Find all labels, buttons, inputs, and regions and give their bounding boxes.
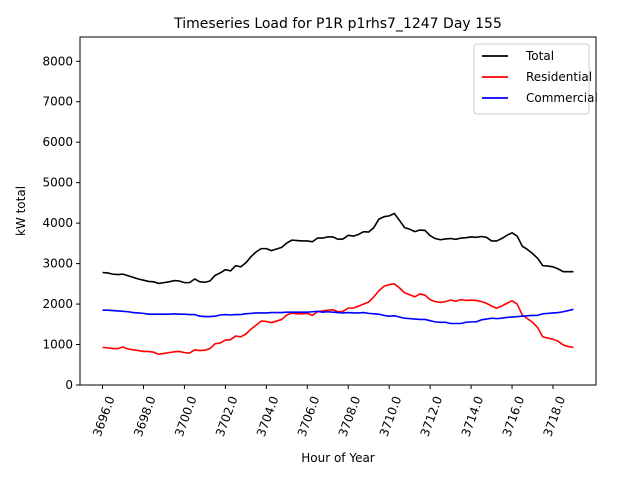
x-tick-label: 3698.0 [131, 394, 159, 438]
legend: Total Residential Commercial [473, 43, 598, 115]
x-tick-label: 3708.0 [336, 394, 364, 438]
legend-label-commercial: Commercial [526, 91, 598, 105]
x-tick-label: 3710.0 [377, 394, 405, 438]
y-tick-label: 3000 [42, 257, 73, 271]
y-tick-label: 7000 [42, 95, 73, 109]
x-axis-label: Hour of Year [301, 451, 375, 465]
x-tick-label: 3704.0 [254, 394, 282, 438]
x-tick-label: 3702.0 [213, 394, 241, 438]
y-tick-label: 1000 [42, 338, 73, 352]
series-line-residential [102, 283, 574, 356]
y-tick-label: 0 [65, 378, 73, 392]
x-axis: 3696.0 3698.0 3700.0 3702.0 3704.0 3706.0 3708… [90, 385, 568, 439]
y-axis-label: kW total [14, 186, 28, 236]
series-layer [102, 212, 574, 356]
x-tick-label: 3712.0 [418, 394, 446, 438]
x-tick-label: 3696.0 [90, 394, 118, 438]
plot-frame [79, 36, 597, 386]
y-tick-label: 4000 [42, 216, 73, 230]
series-line-commercial [102, 308, 574, 325]
x-tick-label: 3706.0 [295, 394, 323, 438]
legend-label-residential: Residential [526, 70, 592, 84]
y-tick-label: 2000 [42, 297, 73, 311]
chart-title: Timeseries Load for P1R p1rhs7_1247 Day … [173, 16, 502, 32]
x-tick-label: 3700.0 [172, 394, 200, 438]
y-tick-label: 8000 [42, 54, 73, 68]
y-tick-label: 5000 [42, 176, 73, 190]
x-tick-label: 3718.0 [541, 394, 569, 438]
y-tick-label: 6000 [42, 135, 73, 149]
y-axis: 0 1000 2000 3000 4000 5000 6000 7000 8000 [42, 54, 80, 392]
legend-box [473, 43, 590, 115]
series-line-total [102, 212, 574, 285]
legend-label-total: Total [525, 49, 554, 63]
x-tick-label: 3714.0 [459, 394, 487, 438]
x-tick-label: 3716.0 [500, 394, 528, 438]
